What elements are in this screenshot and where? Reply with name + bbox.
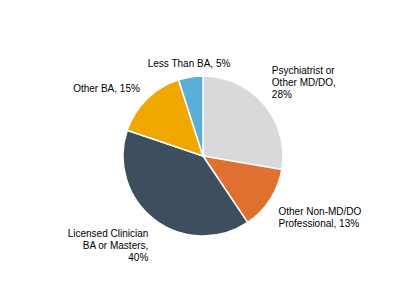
svg-text:Other Non-MD/DOProfessional, 1: Other Non-MD/DOProfessional, 13%: [279, 206, 362, 229]
svg-text:Other BA, 15%: Other BA, 15%: [73, 83, 140, 94]
svg-text:Psychiatrist orOther MD/DO,28%: Psychiatrist orOther MD/DO,28%: [272, 65, 336, 100]
svg-text:Licensed ClinicianBA or Master: Licensed ClinicianBA or Masters,40%: [68, 228, 149, 263]
svg-text:Less Than BA, 5%: Less Than BA, 5%: [148, 58, 231, 69]
